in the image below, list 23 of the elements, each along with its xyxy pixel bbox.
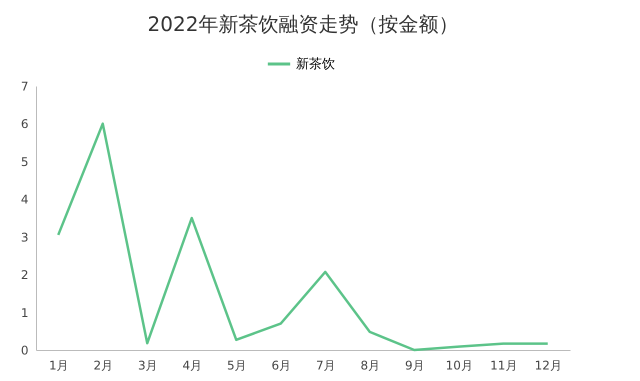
x-tick-label: 4月 bbox=[182, 358, 202, 372]
legend-label: 新茶饮 bbox=[296, 57, 335, 72]
chart-title: 2022年新茶饮融资走势（按金额） bbox=[148, 12, 458, 36]
y-tick-label: 6 bbox=[20, 117, 28, 132]
x-tick-label: 12月 bbox=[534, 358, 562, 372]
x-tick-label: 9月 bbox=[404, 358, 425, 372]
x-tick-label: 10月 bbox=[446, 358, 473, 372]
x-tick-label: 11月 bbox=[490, 358, 518, 372]
y-tick-label: 0 bbox=[20, 344, 28, 358]
x-tick-label: 5月 bbox=[226, 358, 247, 372]
y-tick-label: 7 bbox=[20, 80, 28, 94]
y-tick-label: 1 bbox=[20, 306, 28, 320]
x-tick-label: 7月 bbox=[316, 358, 336, 372]
y-tick-label: 4 bbox=[20, 192, 28, 207]
x-tick-label: 1月 bbox=[48, 358, 69, 372]
x-tick-label: 8月 bbox=[360, 358, 380, 372]
y-tick-label: 2 bbox=[20, 268, 28, 282]
line-series bbox=[57, 122, 549, 352]
x-tick-label: 2月 bbox=[93, 358, 114, 372]
x-tick-label: 6月 bbox=[271, 358, 292, 372]
x-tick-label: 3月 bbox=[138, 358, 158, 372]
y-tick-label: 5 bbox=[20, 154, 28, 169]
y-tick-label: 3 bbox=[20, 230, 28, 244]
